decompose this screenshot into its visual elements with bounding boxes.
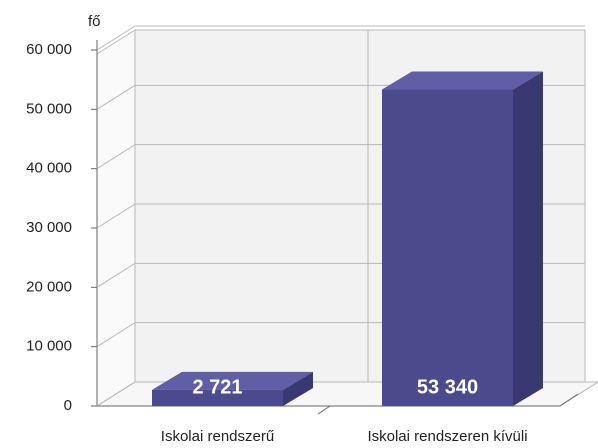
y-tick-label: 20 000 xyxy=(26,278,72,295)
x-tick-label: Iskolai rendszeren kívüli xyxy=(367,428,527,445)
y-tick-label: 10 000 xyxy=(26,338,72,355)
y-unit-label: fő xyxy=(88,13,101,30)
grid-line xyxy=(96,25,585,51)
bar-top xyxy=(382,71,543,90)
y-tick-label: 60 000 xyxy=(26,41,72,58)
y-tick-label: 0 xyxy=(64,397,72,414)
x-tick xyxy=(317,405,331,415)
value-label: 53 340 xyxy=(417,376,478,398)
bar-side xyxy=(283,371,313,406)
bar-top xyxy=(152,371,313,390)
y-tick-label: 30 000 xyxy=(26,219,72,236)
x-tick xyxy=(559,393,579,407)
x-tick-label: Iskolai rendszerű xyxy=(161,428,274,445)
bar-side xyxy=(513,71,543,407)
side-wall xyxy=(96,29,136,407)
y-tick-label: 50 000 xyxy=(26,100,72,117)
y-tick-label: 40 000 xyxy=(26,160,72,177)
bar xyxy=(382,89,513,407)
bar xyxy=(152,389,283,406)
value-label: 2 721 xyxy=(192,376,242,398)
